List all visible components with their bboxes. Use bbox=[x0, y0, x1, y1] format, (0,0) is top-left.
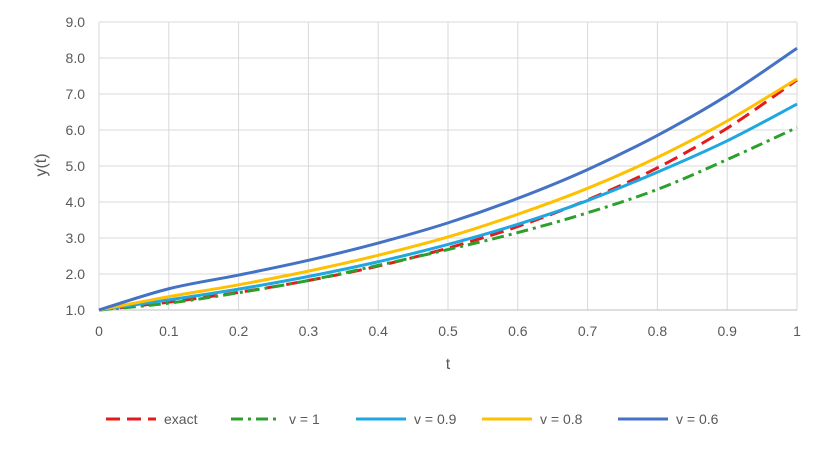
x-tick-label: 0.5 bbox=[438, 323, 458, 339]
y-tick-label: 9.0 bbox=[66, 14, 86, 30]
series-lines bbox=[98, 47, 798, 312]
y-tick-label: 6.0 bbox=[66, 122, 86, 138]
x-tick-label: 0 bbox=[95, 323, 103, 339]
y-axis-ticks: 1.0 2.0 3.0 4.0 5.0 6.0 7.0 8.0 9.0 bbox=[66, 14, 86, 318]
x-tick-label: 0.3 bbox=[299, 323, 319, 339]
x-tick-label: 0.6 bbox=[508, 323, 528, 339]
x-tick-label: 0.7 bbox=[578, 323, 598, 339]
x-tick-label: 1 bbox=[793, 323, 801, 339]
series-line-4 bbox=[98, 47, 798, 312]
x-tick-label: 0.8 bbox=[648, 323, 668, 339]
legend-label: exact bbox=[164, 411, 198, 427]
y-tick-label: 3.0 bbox=[66, 230, 86, 246]
series-line-3 bbox=[98, 77, 798, 312]
y-tick-label: 8.0 bbox=[66, 50, 86, 66]
y-tick-label: 7.0 bbox=[66, 86, 86, 102]
gridlines bbox=[98, 21, 798, 311]
legend: exact v = 1 v = 0.9 v = 0.8 v = 0.6 bbox=[106, 411, 719, 427]
series-line-2 bbox=[98, 102, 798, 312]
y-tick-label: 4.0 bbox=[66, 194, 86, 210]
x-tick-label: 0.1 bbox=[159, 323, 179, 339]
legend-label: v = 1 bbox=[289, 411, 320, 427]
y-axis-title: y(t) bbox=[33, 153, 50, 176]
series-line-1 bbox=[98, 126, 798, 312]
x-tick-label: 0.9 bbox=[717, 323, 737, 339]
y-tick-label: 1.0 bbox=[66, 302, 86, 318]
y-tick-label: 5.0 bbox=[66, 158, 86, 174]
y-tick-label: 2.0 bbox=[66, 266, 86, 282]
legend-label: v = 0.6 bbox=[676, 411, 719, 427]
x-tick-label: 0.2 bbox=[229, 323, 249, 339]
legend-label: v = 0.9 bbox=[414, 411, 457, 427]
legend-label: v = 0.8 bbox=[540, 411, 583, 427]
x-axis-ticks: 0 0.1 0.2 0.3 0.4 0.5 0.6 0.7 0.8 0.9 1 bbox=[95, 323, 801, 339]
x-axis-title: t bbox=[446, 356, 451, 373]
x-tick-label: 0.4 bbox=[368, 323, 388, 339]
series-line-0 bbox=[98, 78, 798, 312]
